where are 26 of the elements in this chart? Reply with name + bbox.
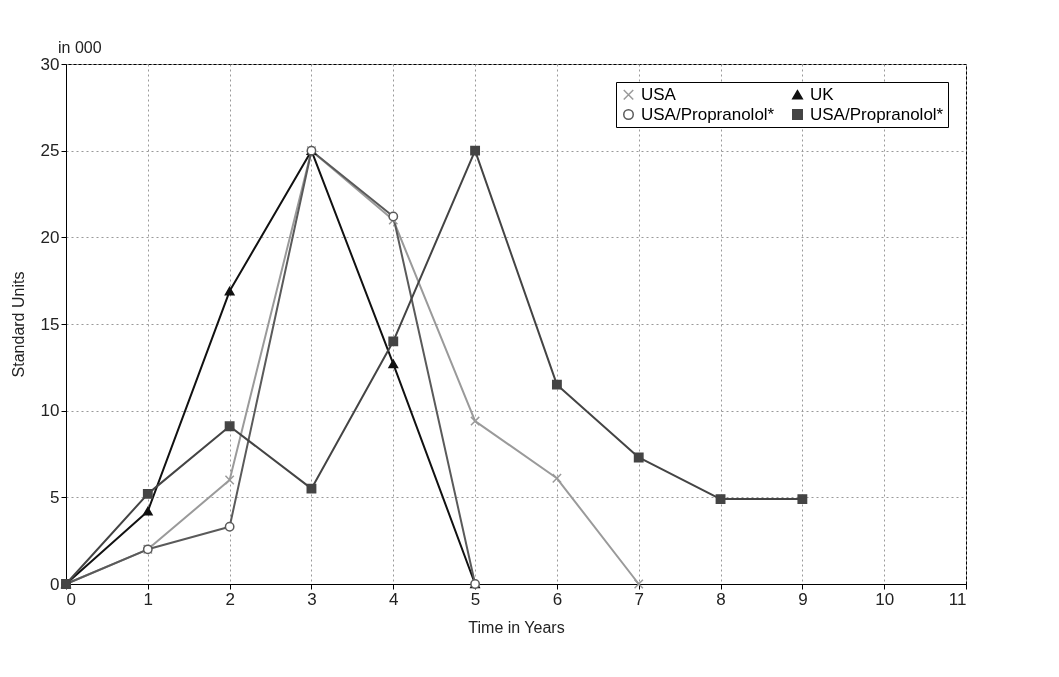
x-tick-label: 8: [716, 589, 726, 609]
y-tick-label: 15: [40, 314, 60, 334]
text: in 000: [58, 39, 102, 56]
legend-label: UK: [810, 84, 835, 104]
x-tick-label: 2: [225, 589, 235, 609]
x-tick-label: 10: [875, 589, 895, 609]
y-tick-label: 30: [40, 54, 60, 74]
legend-label: USA/Propranolol*: [810, 104, 944, 124]
y-tick-label: 5: [50, 487, 60, 507]
y-tick-label: 20: [40, 227, 60, 247]
x-tick-label: 3: [307, 589, 317, 609]
x-axis-title: Time in Years: [468, 618, 565, 636]
y-tick-label: 0: [50, 574, 60, 594]
y-tick-label: 25: [40, 141, 60, 161]
x-tick-label: 6: [552, 589, 563, 609]
x-tick-label: 7: [634, 589, 644, 609]
x-tick-label: 0: [66, 589, 76, 609]
y-axis-title: Standard Units: [9, 271, 27, 378]
legend-label: USA/Propranolol*: [641, 104, 775, 124]
x-tick-label: 4: [389, 589, 399, 609]
x-tick-label: 1: [143, 589, 154, 609]
y-tick-label: 10: [40, 401, 60, 421]
x-tick-label: 5: [470, 589, 481, 609]
x-tick-label: 11: [948, 589, 967, 609]
legend-label: USA: [641, 84, 677, 104]
x-tick-label: 9: [798, 589, 808, 609]
